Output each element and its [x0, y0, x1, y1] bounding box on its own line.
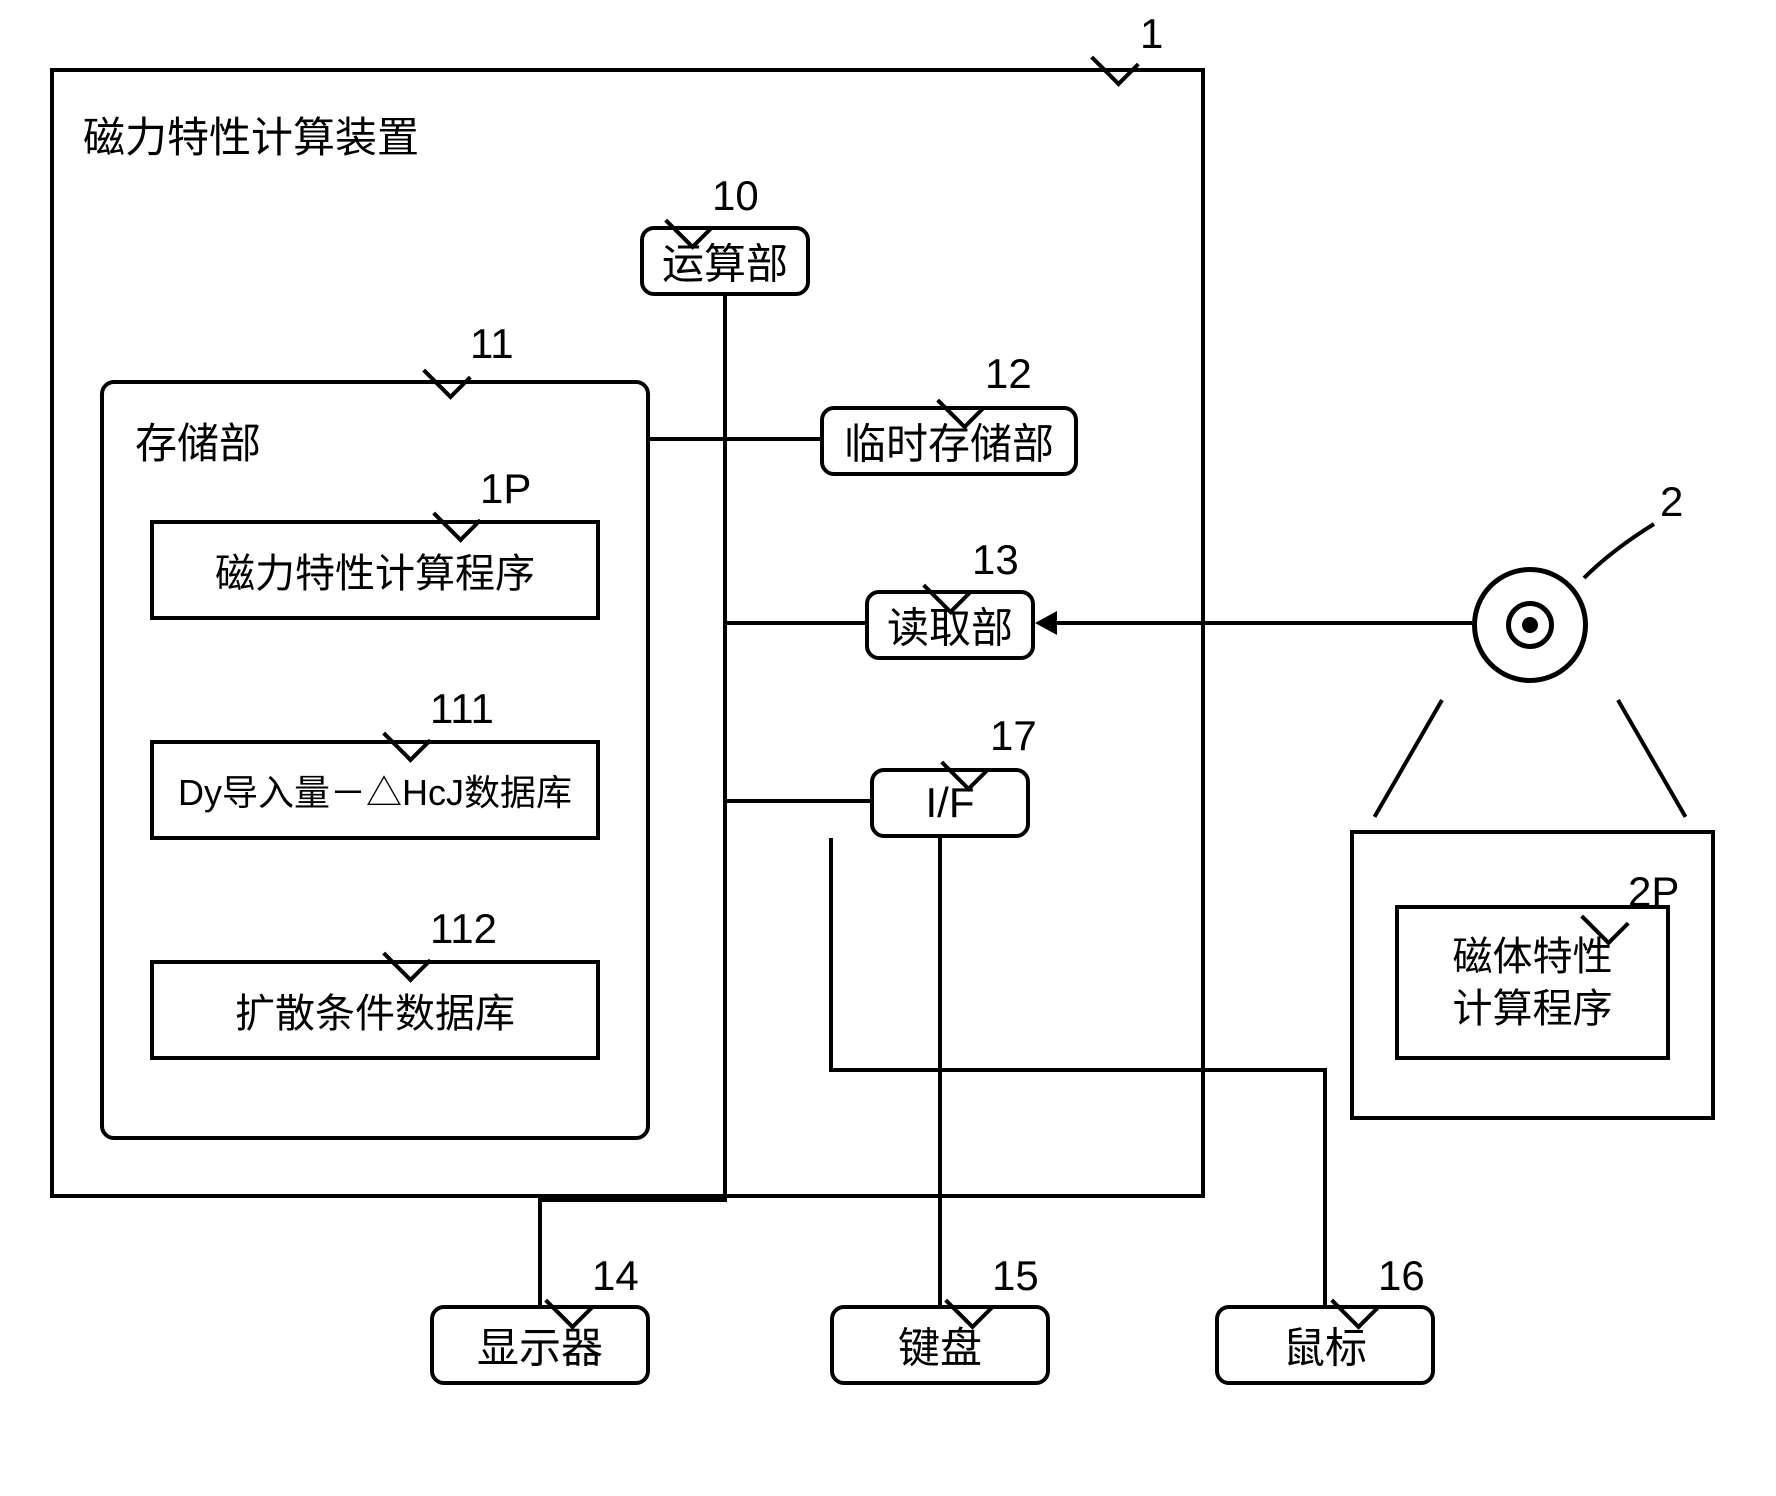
reader-ref: 13 [972, 536, 1019, 584]
disc-ref-leader [1582, 520, 1662, 580]
bus-to-storage [650, 437, 727, 441]
disc-center [1522, 617, 1538, 633]
reader-to-disc [1055, 621, 1472, 625]
program-1p-label: 磁力特性计算程序 [154, 541, 596, 599]
temp-store-box: 临时存储部 [820, 406, 1078, 476]
keyboard-ref: 15 [992, 1252, 1039, 1300]
db-112-label: 扩散条件数据库 [154, 981, 596, 1039]
db-111-box: Dy导入量－△HcJ数据库 [150, 740, 600, 840]
disc-program-ref: 2P [1628, 868, 1679, 916]
storage-ref: 11 [470, 320, 514, 368]
device-ref: 1 [1140, 10, 1163, 58]
disc-program-inner-box: 磁体特性 计算程序 [1395, 905, 1670, 1060]
compute-label: 运算部 [644, 231, 806, 292]
interface-label: I/F [874, 779, 1026, 827]
mouse-box: 鼠标 [1215, 1305, 1435, 1385]
db-112-ref: 112 [430, 905, 497, 953]
db-111-ref: 111 [430, 685, 494, 733]
display-label: 显示器 [434, 1315, 646, 1376]
db-112-box: 扩散条件数据库 [150, 960, 600, 1060]
temp-store-label: 临时存储部 [824, 411, 1074, 472]
display-box: 显示器 [430, 1305, 650, 1385]
disc-v-left [1373, 699, 1444, 818]
disc-ref: 2 [1660, 478, 1683, 526]
reader-arrow [1035, 611, 1057, 635]
disc-program-line1: 磁体特性 计算程序 [1453, 935, 1613, 1031]
compute-ref: 10 [712, 172, 759, 220]
program-1p-box: 磁力特性计算程序 [150, 520, 600, 620]
storage-label: 存储部 [135, 410, 261, 471]
keyboard-box: 键盘 [830, 1305, 1050, 1385]
bus-to-tempstore [723, 437, 820, 441]
diagram-root: 磁力特性计算装置 1 运算部 10 存储部 11 磁力特性计算程序 1P Dy导… [0, 0, 1776, 1496]
bus-to-interface [723, 799, 870, 803]
bus-main-vertical [723, 296, 727, 1200]
disc-program-label: 磁体特性 计算程序 [1399, 931, 1666, 1035]
if-to-display-h [538, 1198, 727, 1202]
disc-v-right [1616, 699, 1687, 818]
display-ref: 14 [592, 1252, 639, 1300]
bus-to-reader [723, 621, 865, 625]
if-to-mouse-v [1323, 1070, 1327, 1305]
temp-store-ref: 12 [985, 350, 1032, 398]
program-1p-ref: 1P [480, 465, 531, 513]
device-label: 磁力特性计算装置 [83, 104, 419, 165]
if-drop [829, 838, 833, 1072]
interface-ref: 17 [990, 712, 1037, 760]
interface-box: I/F [870, 768, 1030, 838]
db-111-label: Dy导入量－△HcJ数据库 [154, 764, 596, 816]
if-to-display-v [538, 1200, 542, 1305]
compute-box: 运算部 [640, 226, 810, 296]
mouse-label: 鼠标 [1219, 1315, 1431, 1376]
peripheral-bar [829, 1068, 1327, 1072]
mouse-ref: 16 [1378, 1252, 1425, 1300]
keyboard-label: 键盘 [834, 1315, 1046, 1376]
